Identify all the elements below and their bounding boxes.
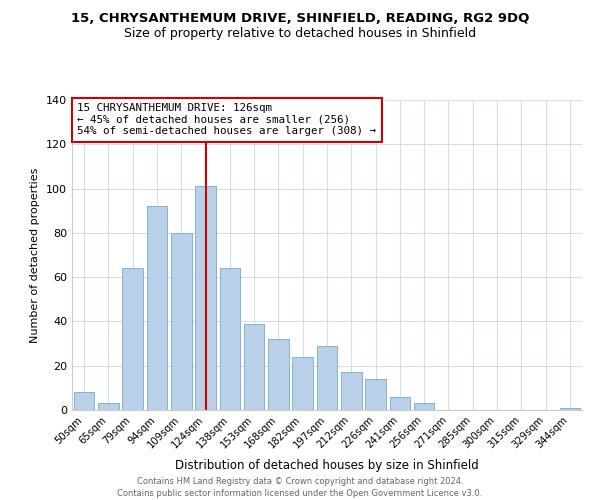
Bar	[98, 404, 119, 410]
Bar	[220, 268, 240, 410]
Text: Contains HM Land Registry data © Crown copyright and database right 2024.: Contains HM Land Registry data © Crown c…	[137, 478, 463, 486]
Text: Contains public sector information licensed under the Open Government Licence v3: Contains public sector information licen…	[118, 489, 482, 498]
Bar	[292, 357, 313, 410]
Bar	[389, 396, 410, 410]
Bar	[560, 408, 580, 410]
Bar	[74, 392, 94, 410]
Text: Size of property relative to detached houses in Shinfield: Size of property relative to detached ho…	[124, 28, 476, 40]
Bar	[341, 372, 362, 410]
Bar	[244, 324, 265, 410]
Bar	[195, 186, 216, 410]
Text: 15 CHRYSANTHEMUM DRIVE: 126sqm
← 45% of detached houses are smaller (256)
54% of: 15 CHRYSANTHEMUM DRIVE: 126sqm ← 45% of …	[77, 103, 376, 136]
Bar	[171, 233, 191, 410]
Text: 15, CHRYSANTHEMUM DRIVE, SHINFIELD, READING, RG2 9DQ: 15, CHRYSANTHEMUM DRIVE, SHINFIELD, READ…	[71, 12, 529, 26]
Bar	[146, 206, 167, 410]
X-axis label: Distribution of detached houses by size in Shinfield: Distribution of detached houses by size …	[175, 459, 479, 472]
Bar	[317, 346, 337, 410]
Bar	[122, 268, 143, 410]
Bar	[268, 339, 289, 410]
Y-axis label: Number of detached properties: Number of detached properties	[31, 168, 40, 342]
Bar	[414, 404, 434, 410]
Bar	[365, 379, 386, 410]
